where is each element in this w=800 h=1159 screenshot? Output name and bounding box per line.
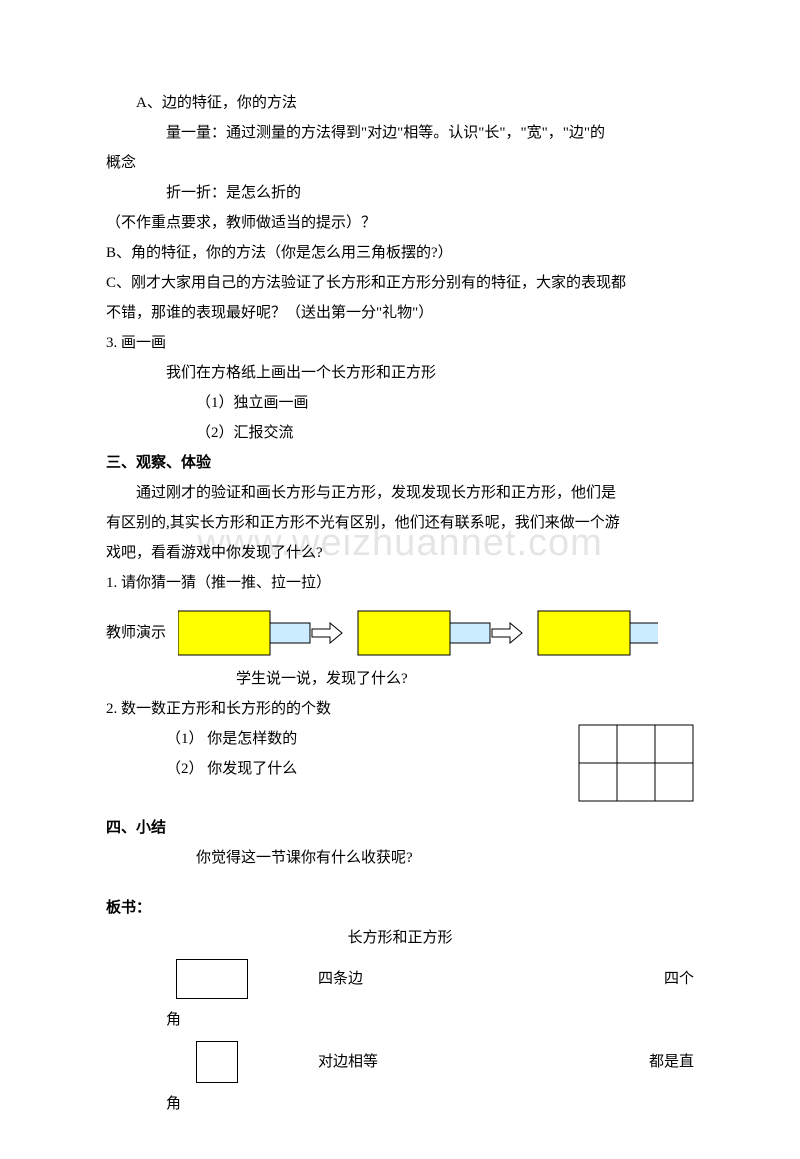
line: 2. 数一数正方形和长方形的的个数 <box>106 694 694 724</box>
rectangle-shape-icon <box>176 959 248 999</box>
line: 角 <box>166 1089 694 1119</box>
board-row-1: 四条边 四个 <box>106 959 694 999</box>
line: 你觉得这一节课你有什么收获呢? <box>106 843 694 873</box>
line: （2） 你发现了什么 <box>106 754 548 784</box>
board-text: 对边相等 <box>318 1047 378 1077</box>
board-title: 长方形和正方形 <box>106 923 694 953</box>
line: （不作重点要求，教师做适当的提示）？ <box>106 208 694 238</box>
line: 戏吧，看看游戏中你发现了什么? <box>106 538 694 568</box>
line: 折一折：是怎么折的 <box>106 178 694 208</box>
board-row-2: 对边相等 都是直 <box>106 1041 694 1083</box>
line: 有区别的,其实长方形和正方形不光有区别，他们还有联系呢，我们来做一个游 <box>106 508 694 538</box>
line: 量一量：通过测量的方法得到"对边"相等。认识"长"，"宽"，"边"的 <box>106 118 694 148</box>
line: A、边的特征，你的方法 <box>106 88 694 118</box>
board-text: 四条边 <box>318 964 363 994</box>
line: B、角的特征，你的方法（你是怎么用三角板摆的?） <box>106 238 694 268</box>
teacher-demo-row: 教师演示 <box>106 604 694 662</box>
line: 角 <box>166 1005 694 1035</box>
line: （2）汇报交流 <box>106 418 694 448</box>
line: 通过刚才的验证和画长方形与正方形，发现发现长方形和正方形，他们是 <box>106 478 694 508</box>
line: 不错，那谁的表现最好呢？（送出第一分"礼物"） <box>106 298 694 328</box>
line: 学生说一说，发现了什么? <box>236 664 694 694</box>
line: 概念 <box>106 148 694 178</box>
board-label: 板书： <box>106 893 694 923</box>
line: 1. 请你猜一猜（推一推、拉一拉） <box>106 568 694 598</box>
line: 我们在方格纸上画出一个长方形和正方形 <box>106 358 694 388</box>
demo-diagram <box>178 604 658 662</box>
count-grid-row: （1） 你是怎样数的 （2） 你发现了什么 <box>106 724 694 813</box>
demo-label: 教师演示 <box>106 618 166 648</box>
section-heading-4: 四、小结 <box>106 813 694 843</box>
document-body: A、边的特征，你的方法 量一量：通过测量的方法得到"对边"相等。认识"长"，"宽… <box>106 88 694 1119</box>
grid-diagram <box>578 724 694 802</box>
line: C、刚才大家用自己的方法验证了长方形和正方形分别有的特征，大家的表现都 <box>106 268 694 298</box>
line: 3. 画一画 <box>106 328 694 358</box>
line: （1） 你是怎样数的 <box>106 724 548 754</box>
square-shape-icon <box>196 1041 238 1083</box>
board-text: 都是直 <box>649 1047 694 1077</box>
board-text: 四个 <box>664 964 694 994</box>
section-heading-3: 三、观察、体验 <box>106 448 694 478</box>
line: （1）独立画一画 <box>106 388 694 418</box>
